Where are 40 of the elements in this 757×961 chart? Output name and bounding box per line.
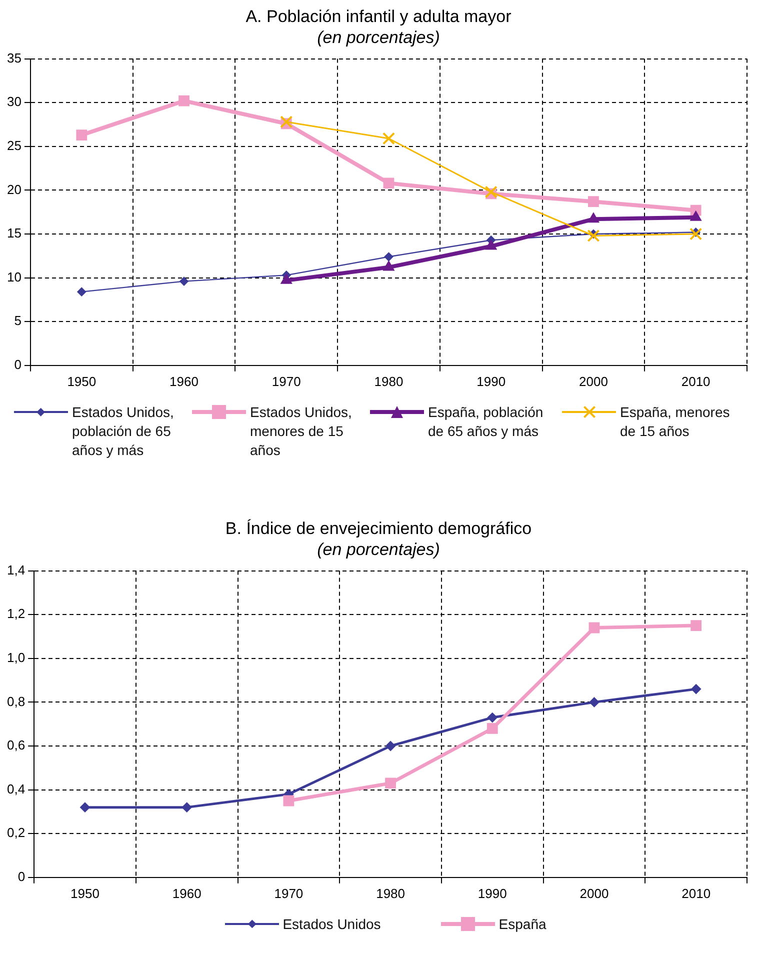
x-tick-label: 1950: [67, 374, 96, 389]
y-tick-label: 0,4: [6, 781, 26, 796]
chart-title: A. Población infantil y adulta mayor: [244, 6, 512, 27]
y-tick-label: 0: [14, 356, 22, 372]
chart-subtitle: (en porcentajes): [316, 539, 441, 560]
y-tick-label: 0,2: [6, 825, 26, 840]
x-tick-label: 1980: [374, 374, 404, 389]
y-tick-label: 20: [6, 182, 22, 197]
legend-label: España, población de 65 años y más: [428, 403, 544, 441]
y-tick-label: 0,8: [6, 694, 26, 709]
x-tick-label: 2010: [682, 886, 711, 901]
y-tick-label: 1,0: [6, 650, 26, 665]
y-tick-label: 0,6: [6, 738, 26, 753]
legend-label: Estados Unidos, población de 65 años y más: [72, 403, 175, 460]
y-tick-label: 35: [6, 50, 22, 66]
x-tick-label: 1970: [274, 886, 304, 901]
x-tick-label: 1950: [70, 886, 100, 901]
y-tick-label: 1,4: [6, 562, 26, 578]
chart-title: B. Índice de envejecimiento demográfico: [224, 518, 533, 539]
x-tick-label: 1960: [170, 374, 198, 389]
y-tick-label: 1,2: [6, 606, 26, 622]
x-tick-label: 1980: [376, 886, 405, 901]
x-tick-label: 1970: [272, 374, 301, 389]
y-tick-label: 10: [6, 269, 22, 284]
x-tick-label: 1990: [478, 886, 507, 901]
x-tick-label: 2000: [580, 886, 609, 901]
y-tick-label: 30: [6, 94, 22, 110]
y-tick-label: 15: [6, 226, 22, 241]
x-tick-label: 2010: [681, 374, 710, 389]
legend-label: España: [498, 915, 546, 934]
y-tick-label: 5: [14, 313, 22, 328]
x-tick-label: 1960: [172, 886, 202, 901]
x-tick-label: 2000: [578, 374, 608, 389]
y-tick-label: 25: [6, 138, 22, 153]
legend-label: España, menores de 15 años: [620, 403, 731, 441]
legend-label: Estados Unidos, menores de 15 años: [250, 403, 353, 460]
y-tick-label: 0: [18, 868, 26, 884]
chart-subtitle: (en porcentajes): [316, 27, 441, 48]
legend-label: Estados Unidos: [282, 915, 381, 934]
x-tick-label: 1990: [476, 374, 506, 389]
